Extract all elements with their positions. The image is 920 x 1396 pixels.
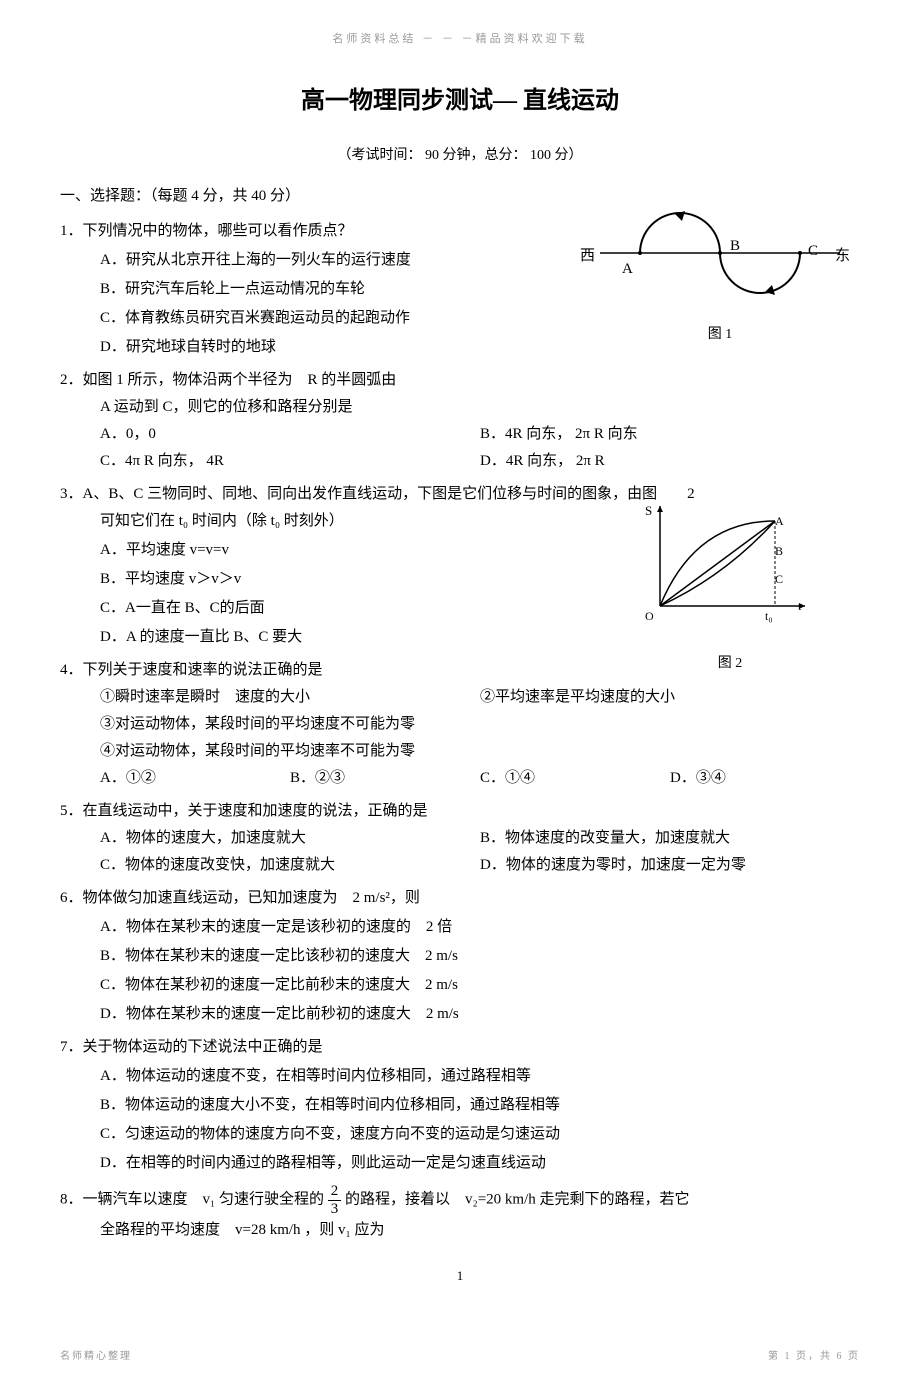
fig2-t: t [798, 596, 801, 618]
q8-stem-post: 的路程，接着以 v₂=20 km/h 走完剩下的路程，若它 [345, 1192, 690, 1208]
fig1-label: 图 1 [580, 322, 860, 347]
q7-opt-d: D．在相等的时间内通过的路程相等，则此运动一定是匀速直线运动 [100, 1150, 860, 1177]
q5-opt-d: D．物体的速度为零时，加速度一定为零 [480, 852, 860, 879]
q6-opt-a: A．物体在某秒末的速度一定是该秒初的速度的 2 倍 [100, 914, 860, 941]
q6-opt-c: C．物体在某秒初的速度一定比前秒末的速度大 2 m/s [100, 972, 860, 999]
figure-1: 西 A B C 东 图 1 [580, 198, 860, 347]
fig2-b: B [775, 541, 783, 563]
q4-opt-d: D．③④ [670, 765, 860, 792]
question-6: 6．物体做匀加速直线运动，已知加速度为 2 m/s²，则 A．物体在某秒末的速度… [60, 885, 860, 1028]
q2-opt-c: C．4π R 向东， 4R [100, 448, 480, 475]
fig1-east: 东 [835, 243, 850, 270]
fig2-s: S [645, 499, 652, 522]
q7-opt-c: C．匀速运动的物体的速度方向不变，速度方向不变的运动是匀速运动 [100, 1121, 860, 1148]
q4-s2: ②平均速率是平均速度的大小 [480, 684, 860, 711]
q4-opt-b: B．②③ [290, 765, 480, 792]
page-number: 1 [60, 1264, 860, 1287]
question-3: 3．A、B、C 三物同时、同地、同向出发作直线运动，下图是它们位移与时间的图象，… [60, 481, 860, 651]
footer: 名师精心整理 第 1 页，共 6 页 [60, 1348, 860, 1366]
q5-opt-c: C．物体的速度改变快，加速度就大 [100, 852, 480, 879]
q8-fraction: 2 3 [328, 1183, 342, 1217]
fig1-west: 西 [580, 243, 595, 270]
q4-opt-a: A．①② [100, 765, 290, 792]
q4-s3: ③对运动物体，某段时间的平均速度不可能为零 [100, 711, 860, 738]
q8-stem-pre: 8．一辆汽车以速度 v₁ 匀速行驶全程的 [60, 1192, 328, 1208]
q4-stem: 4．下列关于速度和速率的说法正确的是 [60, 657, 860, 684]
fig1-a: A [622, 256, 633, 283]
q4-s4: ④对运动物体，某段时间的平均速率不可能为零 [100, 738, 860, 765]
fig2-o: O [645, 606, 654, 628]
main-title: 高一物理同步测试— 直线运动 [60, 80, 860, 123]
q6-opt-b: B．物体在某秒末的速度一定比该秒初的速度大 2 m/s [100, 943, 860, 970]
figure-2: S A B C t O t₀ 图 2 [640, 501, 820, 676]
fig2-c: C [775, 569, 783, 591]
q5-opt-b: B．物体速度的改变量大，加速度就大 [480, 825, 860, 852]
q4-opt-c: C．①④ [480, 765, 670, 792]
exam-info: （考试时间： 90 分钟，总分： 100 分） [60, 143, 860, 168]
question-2: 2．如图 1 所示，物体沿两个半径为 R 的半圆弧由 A 运动到 C，则它的位移… [60, 367, 860, 475]
q2-opt-d: D．4R 向东， 2π R [480, 448, 860, 475]
question-4: 4．下列关于速度和速率的说法正确的是 ①瞬时速率是瞬时 速度的大小 ②平均速率是… [60, 657, 860, 792]
footer-left: 名师精心整理 [60, 1348, 132, 1366]
fig1-c: C [808, 238, 818, 265]
fig1-b: B [730, 233, 740, 260]
q7-opt-a: A．物体运动的速度不变，在相等时间内位移相同，通过路程相等 [100, 1063, 860, 1090]
q2-stem1: 2．如图 1 所示，物体沿两个半径为 R 的半圆弧由 [60, 367, 860, 394]
q7-opt-b: B．物体运动的速度大小不变，在相等时间内位移相同，通过路程相等 [100, 1092, 860, 1119]
q7-stem: 7．关于物体运动的下述说法中正确的是 [60, 1034, 860, 1061]
header-note: 名师资料总结 － － －精品资料欢迎下载 [60, 30, 860, 50]
fig2-t0: t₀ [765, 606, 773, 628]
q8-frac-num: 2 [328, 1183, 342, 1201]
question-5: 5．在直线运动中，关于速度和加速度的说法，正确的是 A．物体的速度大，加速度就大… [60, 798, 860, 879]
q6-opt-d: D．物体在某秒末的速度一定比前秒初的速度大 2 m/s [100, 1001, 860, 1028]
q5-stem: 5．在直线运动中，关于速度和加速度的说法，正确的是 [60, 798, 860, 825]
q8-frac-den: 3 [328, 1201, 342, 1218]
question-7: 7．关于物体运动的下述说法中正确的是 A．物体运动的速度不变，在相等时间内位移相… [60, 1034, 860, 1177]
q2-stem2: A 运动到 C，则它的位移和路程分别是 [100, 394, 860, 421]
fig2-a: A [775, 511, 784, 533]
question-1: 1．下列情况中的物体，哪些可以看作质点？ A．研究从北京开往上海的一列火车的运行… [60, 218, 860, 361]
q2-opt-a: A．0，0 [100, 421, 480, 448]
q6-stem: 6．物体做匀加速直线运动，已知加速度为 2 m/s²，则 [60, 885, 860, 912]
q4-s1: ①瞬时速率是瞬时 速度的大小 [100, 684, 480, 711]
q2-opt-b: B．4R 向东， 2π R 向东 [480, 421, 860, 448]
q8-stem2: 全路程的平均速度 v=28 km/h ，则 v₁ 应为 [100, 1217, 860, 1244]
footer-right: 第 1 页，共 6 页 [768, 1348, 860, 1366]
q5-opt-a: A．物体的速度大，加速度就大 [100, 825, 480, 852]
question-8: 8．一辆汽车以速度 v₁ 匀速行驶全程的 2 3 的路程，接着以 v₂=20 k… [60, 1183, 860, 1244]
